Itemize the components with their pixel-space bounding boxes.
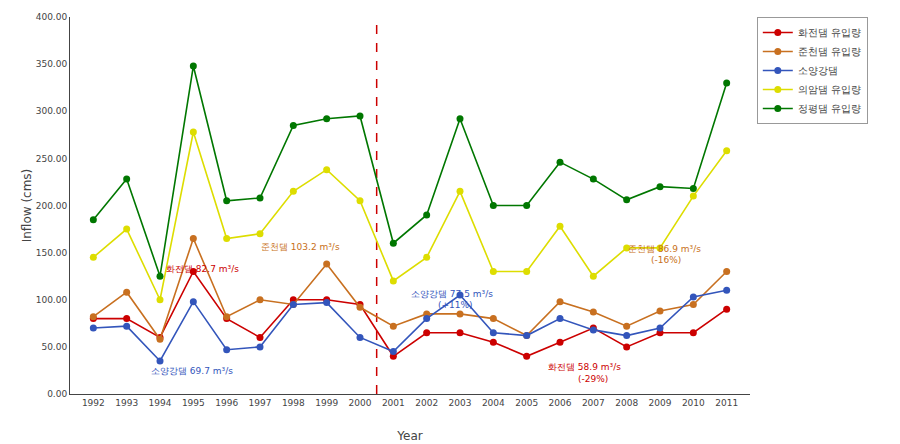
svg-text:2007: 2007: [582, 398, 605, 408]
svg-text:50.00: 50.00: [41, 342, 67, 352]
svg-text:0.00: 0.00: [47, 389, 67, 399]
svg-text:2009: 2009: [649, 398, 672, 408]
svg-text:2002: 2002: [415, 398, 438, 408]
svg-text:소양강댐 77.5 m³/s: 소양강댐 77.5 m³/s: [411, 289, 493, 299]
svg-text:(-29%): (-29%): [578, 374, 608, 384]
svg-text:250.00: 250.00: [36, 154, 68, 164]
svg-text:150.00: 150.00: [36, 248, 68, 258]
svg-text:1997: 1997: [249, 398, 272, 408]
svg-text:1994: 1994: [149, 398, 172, 408]
svg-text:350.00: 350.00: [36, 59, 68, 69]
svg-text:1995: 1995: [182, 398, 205, 408]
svg-text:2004: 2004: [482, 398, 505, 408]
svg-text:Year: Year: [396, 429, 422, 443]
svg-text:준천댐 103.2 m³/s: 준천댐 103.2 m³/s: [261, 242, 340, 252]
svg-text:200.00: 200.00: [36, 201, 68, 211]
svg-text:(-16%): (-16%): [651, 255, 681, 265]
svg-text:2010: 2010: [682, 398, 705, 408]
svg-text:1992: 1992: [82, 398, 105, 408]
svg-text:의암댐 유입량: 의암댐 유입량: [798, 84, 861, 95]
svg-text:1999: 1999: [315, 398, 338, 408]
svg-text:300.00: 300.00: [36, 106, 68, 116]
svg-text:소양강댐 69.7 m³/s: 소양강댐 69.7 m³/s: [151, 366, 233, 376]
svg-text:2003: 2003: [449, 398, 472, 408]
svg-text:2011: 2011: [715, 398, 738, 408]
svg-text:화전댐 58.9 m³/s: 화전댐 58.9 m³/s: [548, 362, 621, 372]
svg-text:2001: 2001: [382, 398, 405, 408]
svg-text:1996: 1996: [215, 398, 238, 408]
svg-text:정평댐 유입량: 정평댐 유입량: [798, 103, 861, 114]
svg-text:100.00: 100.00: [36, 295, 68, 305]
svg-text:1993: 1993: [115, 398, 138, 408]
svg-text:1998: 1998: [282, 398, 305, 408]
svg-text:2008: 2008: [615, 398, 638, 408]
svg-text:소양강댐: 소양강댐: [798, 65, 838, 76]
svg-text:2000: 2000: [349, 398, 372, 408]
svg-text:(+11%): (+11%): [438, 300, 473, 310]
svg-text:2006: 2006: [549, 398, 572, 408]
svg-text:준천댐 유입량: 준천댐 유입량: [798, 46, 861, 57]
svg-text:2005: 2005: [515, 398, 538, 408]
svg-text:Inflow (cms): Inflow (cms): [20, 169, 34, 243]
svg-text:준천댐 86.9 m³/s: 준천댐 86.9 m³/s: [628, 244, 701, 254]
svg-text:400.00: 400.00: [36, 12, 68, 22]
svg-text:화전댐 유입량: 화전댐 유입량: [798, 27, 861, 38]
svg-text:화전댐 82.7 m³/s: 화전댐 82.7 m³/s: [166, 264, 239, 274]
